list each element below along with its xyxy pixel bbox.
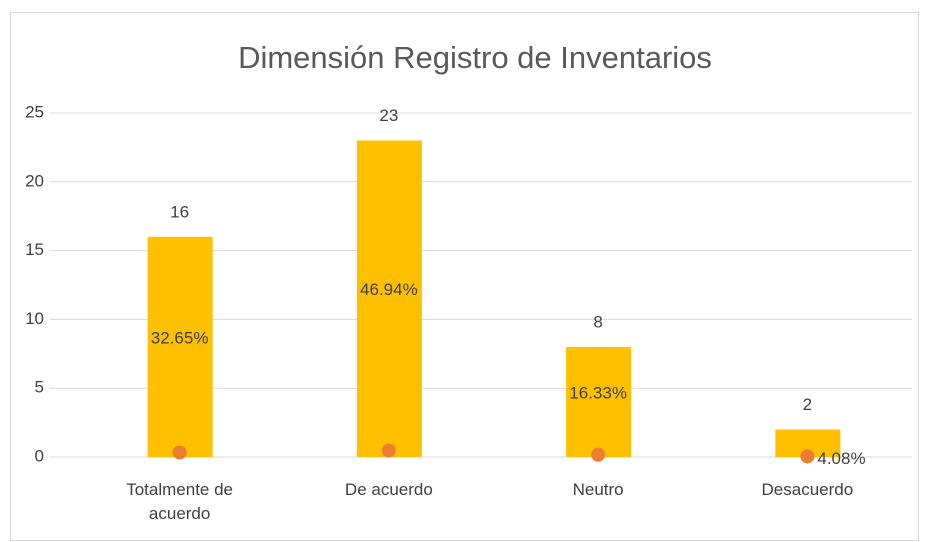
y-tick-label: 5: [35, 378, 44, 397]
point: [172, 445, 187, 460]
point: [381, 443, 396, 458]
data-label: 8: [593, 312, 602, 331]
x-tick-label: Neutro: [572, 480, 624, 499]
point: [591, 447, 606, 462]
x-tick-label: De acuerdo: [344, 480, 433, 499]
x-tick-label: Desacuerdo: [761, 480, 854, 499]
bar: [566, 346, 632, 457]
data-label: 32.65%: [151, 328, 209, 347]
bar: [356, 140, 422, 457]
y-tick-label: 20: [25, 171, 44, 190]
y-tick-label: 15: [25, 240, 44, 259]
y-tick-label: 25: [25, 102, 44, 121]
y-tick-label: 0: [35, 446, 44, 465]
data-label: 4.08%: [817, 449, 865, 468]
point: [800, 449, 815, 464]
data-label: 2: [803, 395, 812, 414]
data-label: 16.33%: [569, 383, 627, 402]
data-label: 46.94%: [360, 280, 418, 299]
data-label: 16: [170, 202, 189, 221]
chart-title: Dimensión Registro de Inventarios: [238, 40, 712, 75]
x-tick-label: Totalmente de acuerdo: [126, 480, 234, 523]
data-label: 23: [379, 106, 398, 125]
chart-border: [10, 12, 919, 541]
y-tick-label: 10: [25, 309, 44, 328]
bar: [147, 236, 213, 457]
